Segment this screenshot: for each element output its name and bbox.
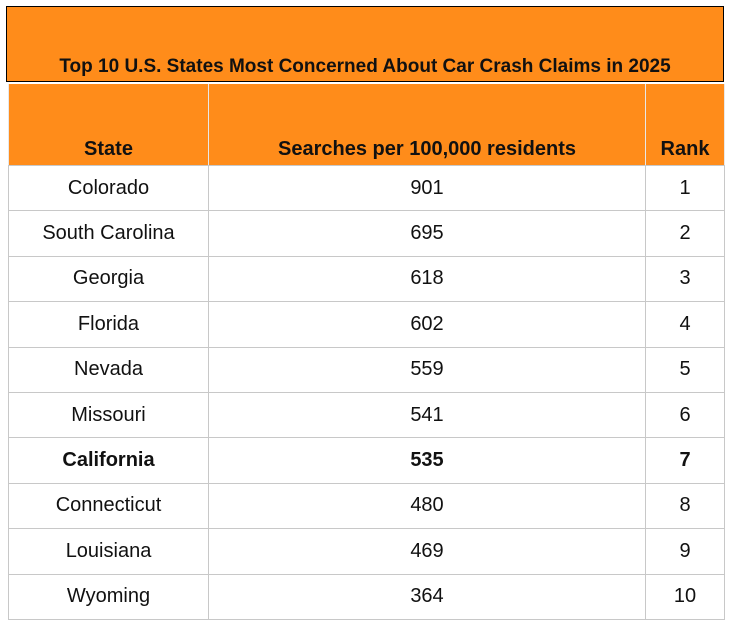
table-row: South Carolina 695 2: [8, 211, 725, 257]
table-cell: 6: [645, 392, 725, 438]
table-cell: 10: [645, 574, 725, 619]
table-cell: 559: [208, 347, 645, 392]
table-row: Nevada 559 5: [8, 347, 725, 393]
table-cell: 4: [645, 302, 725, 347]
table-cell: Colorado: [8, 166, 208, 211]
table-cell: 2: [645, 211, 725, 256]
table-cell: 618: [208, 256, 645, 302]
table-cell: 695: [208, 211, 645, 256]
table-cell: 602: [208, 302, 645, 347]
table-cell: 3: [645, 256, 725, 302]
table-cell: Wyoming: [8, 574, 208, 619]
table-row: Missouri 541 6: [8, 392, 725, 439]
table-cell: Nevada: [8, 347, 208, 392]
table-cell: 535: [208, 438, 645, 483]
header-cell: State: [8, 84, 208, 165]
table-row: Colorado 901 1: [8, 166, 725, 212]
table-row: Louisiana 469 9: [8, 529, 725, 575]
table-row: Wyoming 364 10: [8, 574, 725, 620]
table-row: Florida 602 4: [8, 302, 725, 348]
title: Top 10 U.S. States Most Concerned About …: [59, 56, 671, 77]
table-cell: Missouri: [8, 392, 208, 438]
table-cell: 1: [645, 166, 725, 211]
table-cell: Georgia: [8, 256, 208, 302]
table-cell: 480: [208, 483, 645, 529]
title-bar: Top 10 U.S. States Most Concerned About …: [6, 6, 724, 82]
table: State Searches per 100,000 residents Rank C…: [8, 84, 725, 620]
header-cell: Rank: [645, 84, 725, 165]
table-cell: 9: [645, 529, 725, 574]
table-cell: Florida: [8, 302, 208, 347]
table-cell: Connecticut: [8, 483, 208, 529]
table-row: Connecticut 480 8: [8, 483, 725, 530]
table-cell: 7: [645, 438, 725, 483]
table-cell: 469: [208, 529, 645, 574]
table-cell: South Carolina: [8, 211, 208, 256]
header-cell: Searches per 100,000 residents: [208, 84, 645, 165]
table-cell: Louisiana: [8, 529, 208, 574]
table-cell: 8: [645, 483, 725, 529]
table-cell: 5: [645, 347, 725, 392]
table-cell: California: [8, 438, 208, 483]
table-cell: 901: [208, 166, 645, 211]
header-row: State Searches per 100,000 residents Rank: [8, 84, 725, 166]
table-row: Georgia 618 3: [8, 256, 725, 303]
table-cell: 364: [208, 574, 645, 619]
table-cell: 541: [208, 392, 645, 438]
table-row: California 535 7: [8, 438, 725, 484]
